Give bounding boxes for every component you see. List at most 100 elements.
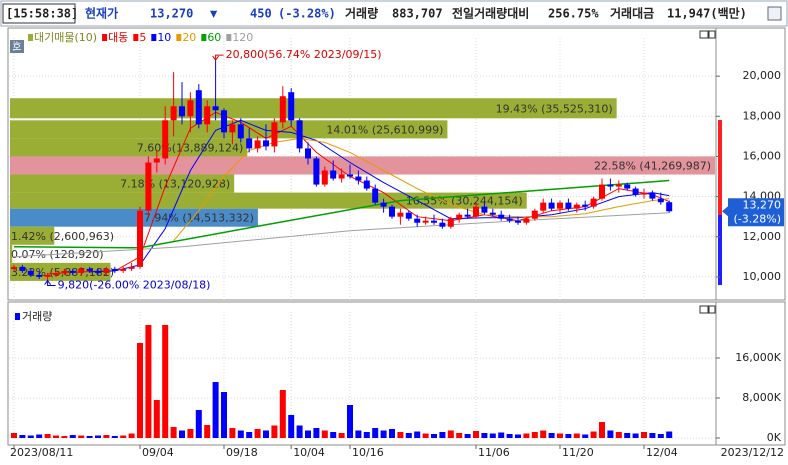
volume-bar (531, 432, 538, 438)
panel-button[interactable] (699, 305, 709, 314)
volume-bar (431, 434, 437, 438)
volume-profile-bar (10, 156, 715, 175)
volume-plot (9, 312, 715, 444)
header-button[interactable] (767, 6, 782, 21)
volume-bar (305, 430, 311, 438)
last-price-box (728, 198, 784, 227)
volume-bar (204, 425, 211, 438)
volume-bar (498, 432, 505, 438)
volume-bar (515, 434, 521, 438)
volume-profile-bar (10, 98, 617, 119)
volume-bar (414, 431, 421, 438)
amount: 11,947(백만) (667, 6, 747, 21)
volume-bar (95, 435, 101, 438)
volume-bar (557, 433, 563, 438)
volume-bar (338, 433, 345, 438)
candle-body (515, 220, 521, 223)
volume-bar (582, 434, 589, 438)
volume-bar (590, 431, 597, 438)
volume-bar (540, 430, 547, 438)
volume-panel (7, 301, 786, 446)
price: 13,270 (150, 7, 193, 21)
ratio-title: 전일거래량대비 (452, 6, 529, 21)
candle-body (237, 124, 244, 139)
change: 450 (250, 7, 272, 21)
candle-body (279, 96, 286, 123)
volume-bar (565, 434, 572, 438)
ma-line (89, 119, 670, 273)
candle-body (321, 170, 328, 185)
candle-body (414, 218, 421, 223)
volume-bar (380, 430, 387, 438)
volume-bar (363, 432, 370, 438)
volume-bar (237, 430, 244, 438)
candle-body (657, 198, 664, 203)
icon-box[interactable] (10, 40, 24, 53)
volume-bar (464, 434, 471, 438)
volume-bar (86, 436, 93, 438)
legend-swatch (176, 34, 182, 41)
candle-body (666, 202, 673, 212)
volume-bar (347, 405, 353, 438)
candle-body (557, 202, 563, 209)
legend-label: 60 (207, 31, 221, 44)
candle-body (624, 184, 631, 189)
volume-bar (279, 390, 286, 438)
price-title: 현재가 (85, 6, 118, 21)
volume-bar (296, 425, 303, 438)
volume-profile-label: 22.58% (41,269,987) (594, 159, 711, 172)
legend-swatch (28, 34, 33, 41)
candle-body (313, 158, 320, 185)
y-tick-label: 16,000K (735, 351, 781, 364)
overlay: 10,00012,00014,00016,00018,00020,0002023… (10, 31, 784, 459)
volume-bar (53, 435, 59, 438)
legend-swatch (226, 34, 232, 41)
candle-body (36, 274, 43, 277)
volume-bar (389, 429, 395, 438)
volume-bar (11, 433, 17, 438)
volume-bar (330, 432, 337, 438)
volume-bar (632, 433, 639, 438)
candle-body (641, 192, 647, 195)
panel-button[interactable] (699, 30, 709, 39)
candle-body (523, 218, 530, 223)
legend-label: 20 (182, 31, 196, 44)
candle-body (464, 214, 471, 217)
legend-label: 5 (139, 31, 146, 44)
volume-bar (666, 431, 673, 438)
volume-bar (489, 433, 496, 438)
volume-bar (153, 400, 160, 438)
volume-bar (523, 433, 530, 438)
ma-line (13, 212, 670, 258)
candle-body (506, 218, 513, 221)
volume-profile-bar (10, 138, 248, 157)
legend-label: 대동 (108, 31, 128, 44)
panel-button[interactable] (708, 305, 716, 314)
volume-bar (321, 430, 328, 438)
candle-body (120, 268, 127, 271)
candle-body (86, 268, 93, 271)
annotation-arrow (215, 54, 224, 61)
candle-body (246, 138, 253, 149)
candle-body (389, 206, 395, 217)
volume-bar (120, 435, 127, 438)
volume-profile-label: 7.60%(13,889,124) (137, 141, 244, 154)
volume-bar (170, 427, 177, 438)
candle-body (380, 202, 387, 207)
candle-body (582, 204, 589, 207)
candle-body (489, 212, 496, 215)
y-tick-label: 10,000 (743, 270, 782, 283)
legend-label: 대기매물(10) (34, 31, 97, 44)
candle-body (431, 220, 437, 223)
volume-bar (397, 432, 404, 438)
candle-body (221, 110, 227, 133)
panel-button[interactable] (708, 30, 716, 39)
candle-body (145, 162, 152, 211)
candle-body (187, 100, 194, 117)
candle-body (330, 170, 337, 179)
legend-swatch (15, 313, 20, 320)
volume-profile-label: 19.43% (35,525,310) (496, 102, 613, 115)
arrow: ▼ (210, 7, 218, 21)
candle-body (481, 206, 488, 213)
volume-bar (137, 343, 143, 438)
